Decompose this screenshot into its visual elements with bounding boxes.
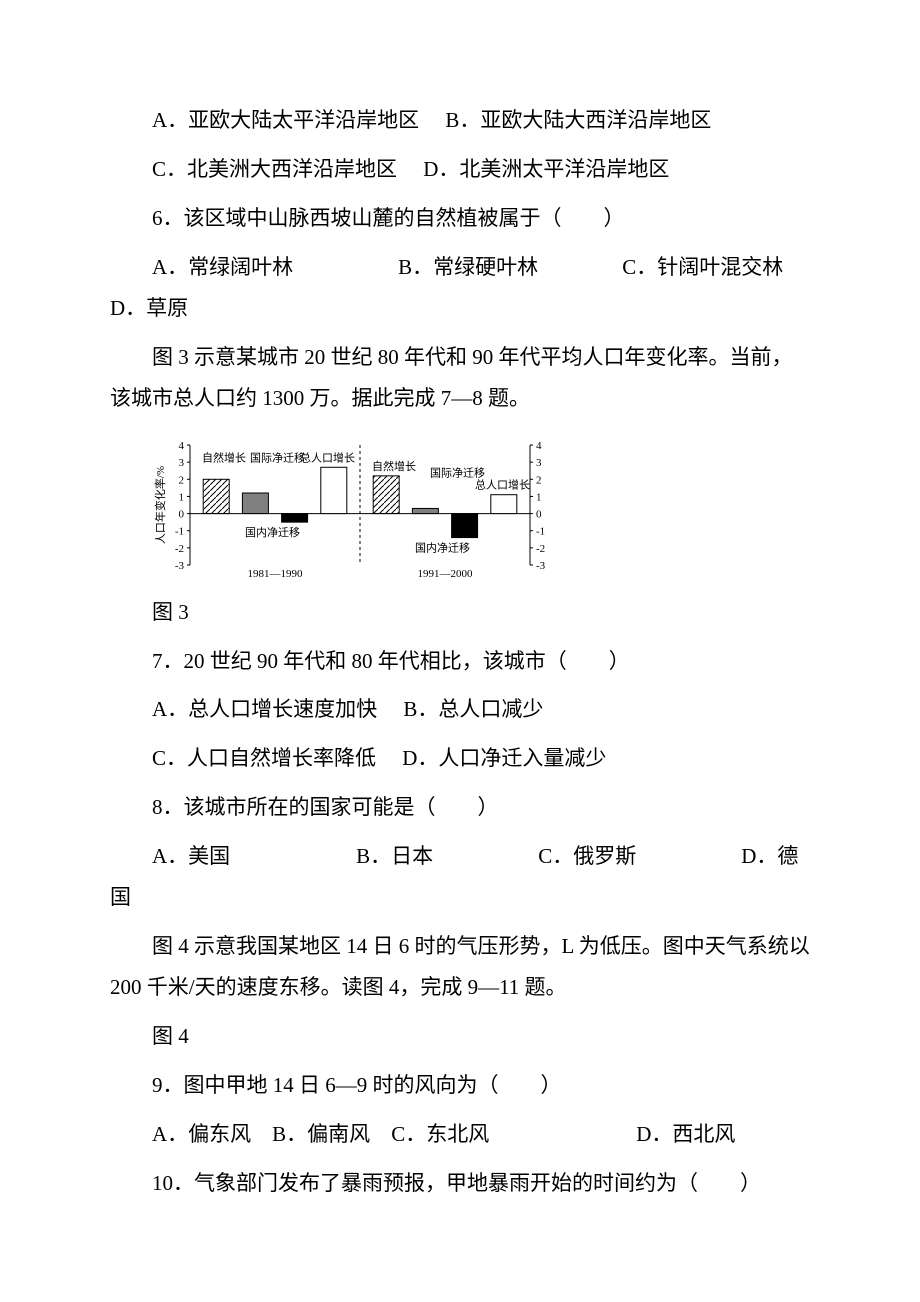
- svg-text:国际净迁移: 国际净迁移: [430, 465, 485, 479]
- q5-option-b: B．亚欧大陆大西洋沿岸地区: [445, 108, 711, 132]
- q8-stem: 8．该城市所在的国家可能是（ ）: [110, 787, 810, 828]
- svg-text:国际净迁移: 国际净迁移: [250, 450, 305, 464]
- svg-text:-3: -3: [175, 560, 185, 572]
- svg-text:3: 3: [536, 457, 542, 469]
- q5-option-c: C．北美洲大西洋沿岸地区: [152, 157, 397, 181]
- svg-text:0: 0: [536, 508, 542, 520]
- svg-text:国内净迁移: 国内净迁移: [415, 540, 470, 554]
- q7-stem: 7．20 世纪 90 年代和 80 年代相比，该城市（ ）: [110, 641, 810, 682]
- q7-options-line1: A．总人口增长速度加快 B．总人口减少: [110, 689, 810, 730]
- q8-options: A．美国 B．日本 C．俄罗斯 D．德国: [110, 836, 810, 918]
- q9-option-c: C．东北风: [391, 1122, 489, 1146]
- q5-option-a: A．亚欧大陆太平洋沿岸地区: [152, 108, 419, 132]
- svg-text:-1: -1: [175, 525, 184, 537]
- svg-text:-2: -2: [536, 542, 545, 554]
- q8-option-a: A．美国: [152, 844, 230, 868]
- q8-option-b: B．日本: [356, 844, 433, 868]
- q10-stem: 10．气象部门发布了暴雨预报，甲地暴雨开始的时间约为（ ）: [110, 1163, 810, 1204]
- svg-text:人口年变化率/%: 人口年变化率/%: [153, 465, 167, 543]
- svg-text:-1: -1: [536, 525, 545, 537]
- q9-option-b: B．偏南风: [272, 1122, 370, 1146]
- svg-text:3: 3: [179, 457, 185, 469]
- svg-text:1991—2000: 1991—2000: [418, 568, 474, 580]
- svg-text:国内净迁移: 国内净迁移: [245, 525, 300, 539]
- q9-option-d: D．西北风: [636, 1122, 735, 1146]
- svg-text:2: 2: [179, 474, 185, 486]
- q7-option-a: A．总人口增长速度加快: [152, 697, 377, 721]
- fig4-intro: 图 4 示意我国某地区 14 日 6 时的气压形势，L 为低压。图中天气系统以 …: [110, 926, 810, 1008]
- svg-text:1: 1: [536, 491, 542, 503]
- q5-option-d: D．北美洲太平洋沿岸地区: [423, 157, 669, 181]
- q9-stem: 9．图中甲地 14 日 6—9 时的风向为（ ）: [110, 1065, 810, 1106]
- svg-text:1: 1: [179, 491, 185, 503]
- svg-text:1981—1990: 1981—1990: [248, 568, 304, 580]
- q6-stem: 6．该区域中山脉西坡山麓的自然植被属于（ ）: [110, 198, 810, 239]
- svg-text:4: 4: [536, 440, 542, 452]
- svg-text:-2: -2: [175, 542, 184, 554]
- svg-text:-3: -3: [536, 560, 546, 572]
- q6-option-b: B．常绿硬叶林: [398, 255, 538, 279]
- q7-option-b: B．总人口减少: [403, 697, 543, 721]
- fig3-chart: -3 -3 -2 -2 -1 -1 0 0 1 1 2 2 3 3 4 4 人口年变化率/% 1981—1990 1…: [150, 437, 810, 582]
- q9-options: A．偏东风 B．偏南风 C．东北风 D．西北风: [110, 1114, 810, 1155]
- fig4-label: 图 4: [110, 1016, 810, 1057]
- svg-text:总人口增长: 总人口增长: [475, 477, 530, 491]
- svg-text:0: 0: [179, 508, 185, 520]
- svg-text:自然增长: 自然增长: [372, 458, 416, 472]
- q9-option-a: A．偏东风: [152, 1122, 251, 1146]
- q7-option-c: C．人口自然增长率降低: [152, 746, 376, 770]
- svg-text:自然增长: 自然增长: [202, 450, 246, 464]
- fig3-label: 图 3: [110, 592, 810, 633]
- fig3-intro: 图 3 示意某城市 20 世纪 80 年代和 90 年代平均人口年变化率。当前，…: [110, 337, 810, 419]
- q6-option-d: D．草原: [110, 296, 188, 320]
- q7-option-d: D．人口净迁入量减少: [402, 746, 606, 770]
- q5-options-line1: A．亚欧大陆太平洋沿岸地区 B．亚欧大陆大西洋沿岸地区: [110, 100, 810, 141]
- q7-options-line2: C．人口自然增长率降低 D．人口净迁入量减少: [110, 738, 810, 779]
- svg-text:总人口增长: 总人口增长: [300, 450, 355, 464]
- q5-options-line2: C．北美洲大西洋沿岸地区 D．北美洲太平洋沿岸地区: [110, 149, 810, 190]
- q8-option-c: C．俄罗斯: [538, 844, 636, 868]
- q6-option-a: A．常绿阔叶林: [152, 255, 293, 279]
- q6-options: A．常绿阔叶林 B．常绿硬叶林 C．针阔叶混交林 D．草原: [110, 247, 810, 329]
- svg-text:2: 2: [536, 474, 542, 486]
- svg-text:4: 4: [179, 440, 185, 452]
- q6-option-c: C．针阔叶混交林: [622, 255, 783, 279]
